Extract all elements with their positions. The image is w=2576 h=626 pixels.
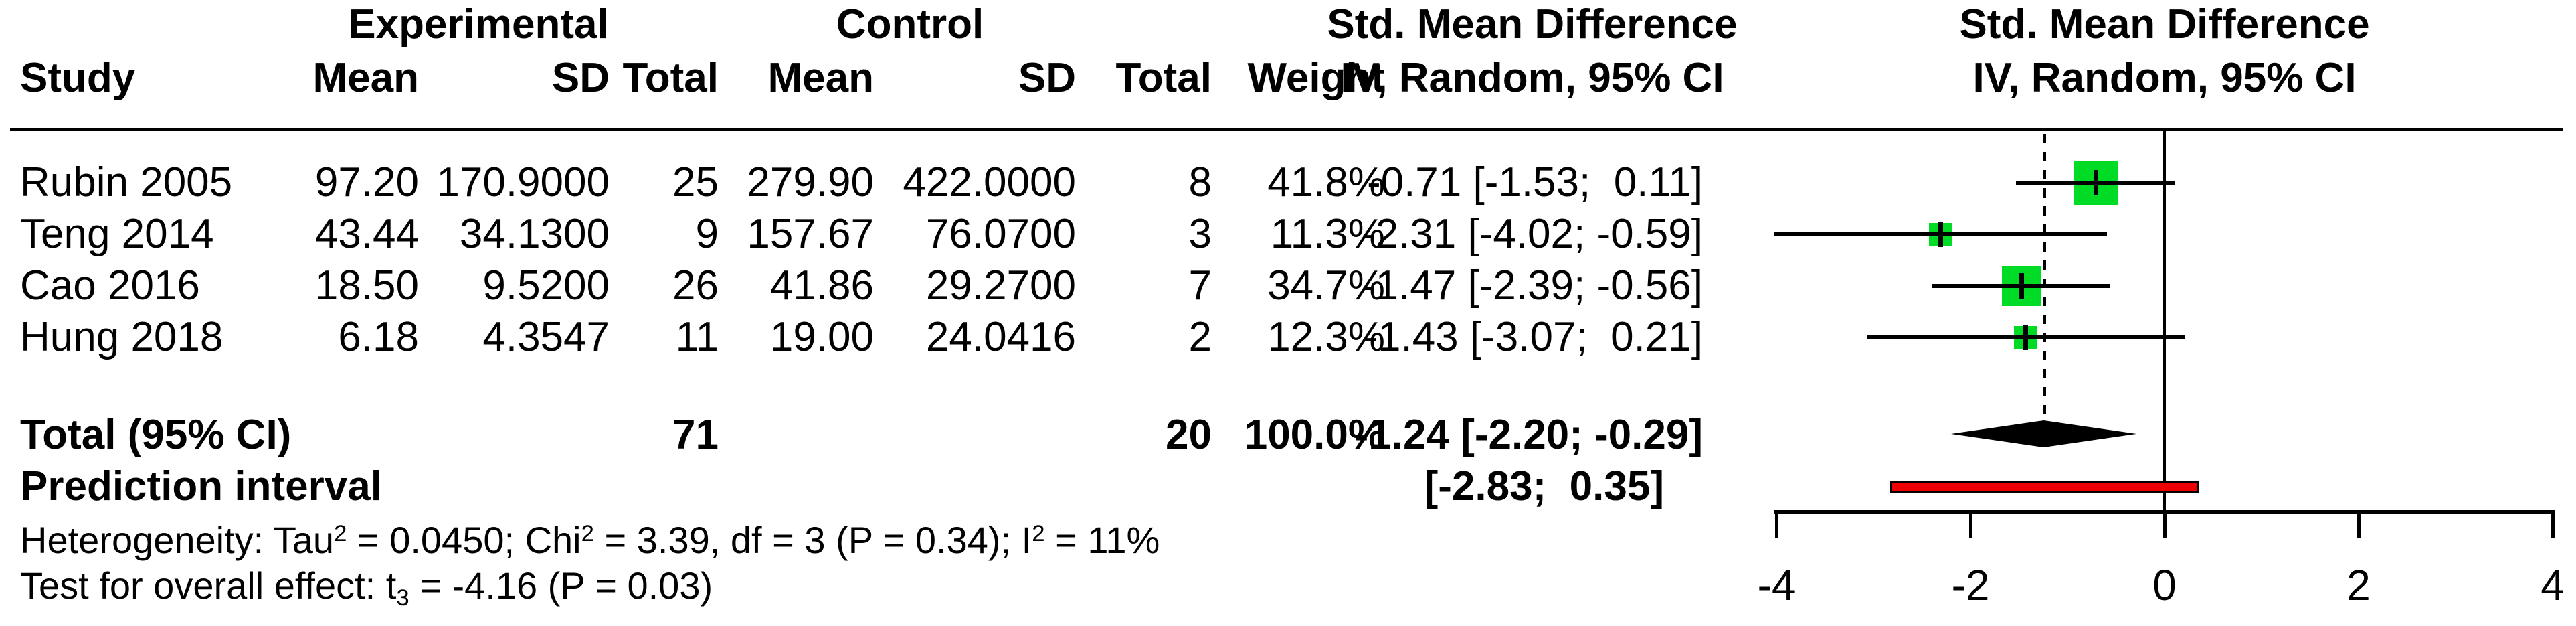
axis-tick-label: -2 xyxy=(1951,561,1990,609)
col-header-exp-total: Total xyxy=(622,55,719,101)
point-estimate-tick xyxy=(2019,273,2024,299)
axis-tick xyxy=(1775,510,1778,538)
overall-test-text: Test for overall effect: t xyxy=(20,564,397,607)
exp-total-value: 9 xyxy=(695,211,719,257)
total-ctrl-n: 20 xyxy=(1166,412,1212,458)
heterogeneity-text: = 0.0450; Chi xyxy=(347,519,581,561)
heterogeneity-superscript: 2 xyxy=(334,520,347,546)
ctrl-mean-value: 157.67 xyxy=(747,211,874,257)
axis-tick xyxy=(2551,510,2555,538)
smd-header-right: Std. Mean Difference xyxy=(1959,1,2370,48)
header-rule xyxy=(10,128,2563,131)
point-estimate-tick xyxy=(1938,222,1943,247)
exp-sd-value: 170.9000 xyxy=(436,159,610,206)
col-header-weight: Weight xyxy=(1247,55,1386,101)
ctrl-mean-value: 41.86 xyxy=(769,262,874,309)
group-header-control: Control xyxy=(836,1,984,48)
total-label: Total (95% CI) xyxy=(20,412,292,458)
total-ci-text: -1.24 [-2.20; -0.29] xyxy=(1354,412,1703,458)
prediction-interval-bar xyxy=(1890,481,2199,493)
study-name: Teng 2014 xyxy=(20,211,214,257)
point-estimate-tick xyxy=(2094,170,2098,195)
weight-value: 12.3% xyxy=(1267,314,1385,360)
total-weight: 100.0% xyxy=(1244,412,1385,458)
ctrl-sd-value: 422.0000 xyxy=(903,159,1076,206)
axis-tick-label: 2 xyxy=(2347,561,2371,609)
exp-mean-value: 97.20 xyxy=(314,159,419,206)
heterogeneity-note: Heterogeneity: Tau2 = 0.0450; Chi2 = 3.3… xyxy=(20,519,1160,562)
col-header-ctrl-sd: SD xyxy=(1018,55,1076,101)
col-header-exp-mean: Mean xyxy=(312,55,419,101)
summary-diamond xyxy=(1951,420,2136,447)
ctrl-total-value: 8 xyxy=(1188,159,1212,206)
exp-mean-value: 18.50 xyxy=(314,262,419,309)
ctrl-sd-value: 24.0416 xyxy=(925,314,1076,360)
col-header-study: Study xyxy=(20,55,136,101)
axis-tick-label: -4 xyxy=(1757,561,1796,609)
axis-tick xyxy=(1969,510,1972,538)
exp-sd-value: 4.3547 xyxy=(482,314,610,360)
overall-test-subscript: 3 xyxy=(396,584,409,611)
smd-header-left: Std. Mean Difference xyxy=(1327,1,1738,48)
col-header-ci-left: IV, Random, 95% CI xyxy=(1340,55,1724,101)
exp-total-value: 26 xyxy=(672,262,719,309)
axis-tick-label: 0 xyxy=(2152,561,2177,609)
pooled-estimate-dashed-line xyxy=(2043,134,2046,422)
study-name: Hung 2018 xyxy=(20,314,223,360)
exp-mean-value: 6.18 xyxy=(338,314,419,360)
weight-value: 41.8% xyxy=(1267,159,1385,206)
prediction-label: Prediction interval xyxy=(20,463,382,510)
heterogeneity-superscript: 2 xyxy=(1032,520,1045,546)
ctrl-sd-value: 29.2700 xyxy=(925,262,1076,309)
heterogeneity-text: Heterogeneity: Tau xyxy=(20,519,335,561)
heterogeneity-text: = 11% xyxy=(1044,519,1160,561)
ci-text: -0.71 [-1.53; 0.11] xyxy=(1366,159,1703,206)
study-name: Rubin 2005 xyxy=(20,159,233,206)
ci-text: -2.31 [-4.02; -0.59] xyxy=(1361,211,1703,257)
exp-mean-value: 43.44 xyxy=(314,211,419,257)
ctrl-total-value: 2 xyxy=(1188,314,1212,360)
weight-value: 11.3% xyxy=(1270,211,1385,257)
axis-tick xyxy=(2163,510,2167,538)
ctrl-total-value: 7 xyxy=(1188,262,1212,309)
ctrl-mean-value: 279.90 xyxy=(747,159,874,206)
axis-tick-label: 4 xyxy=(2541,561,2565,609)
exp-total-value: 11 xyxy=(675,314,719,360)
zero-line xyxy=(2163,131,2166,513)
axis-tick xyxy=(2357,510,2361,538)
ctrl-mean-value: 19.00 xyxy=(769,314,874,360)
ctrl-sd-value: 76.0700 xyxy=(925,211,1076,257)
overall-effect-note: Test for overall effect: t3 = -4.16 (P =… xyxy=(20,564,713,611)
ci-text: -1.47 [-2.39; -0.56] xyxy=(1361,262,1703,309)
study-name: Cao 2016 xyxy=(20,262,200,309)
col-header-exp-sd: SD xyxy=(551,55,610,101)
prediction-ci-text: [-2.83; 0.35] xyxy=(1424,463,1664,510)
exp-sd-value: 34.1300 xyxy=(459,211,610,257)
ci-text: -1.43 [-3.07; 0.21] xyxy=(1364,314,1703,360)
weight-value: 34.7% xyxy=(1267,262,1385,309)
col-header-ctrl-total: Total xyxy=(1115,55,1212,101)
exp-total-value: 25 xyxy=(672,159,719,206)
col-header-ctrl-mean: Mean xyxy=(767,55,874,101)
overall-test-text: = -4.16 (P = 0.03) xyxy=(409,564,713,607)
point-estimate-tick xyxy=(2023,325,2028,350)
heterogeneity-text: = 3.39, df = 3 (P = 0.34); I xyxy=(593,519,1032,561)
ctrl-total-value: 3 xyxy=(1188,211,1212,257)
heterogeneity-superscript: 2 xyxy=(581,520,594,546)
col-header-ci-right: IV, Random, 95% CI xyxy=(1972,55,2357,101)
group-header-experimental: Experimental xyxy=(348,1,609,48)
total-exp-n: 71 xyxy=(672,412,719,458)
exp-sd-value: 9.5200 xyxy=(482,262,610,309)
